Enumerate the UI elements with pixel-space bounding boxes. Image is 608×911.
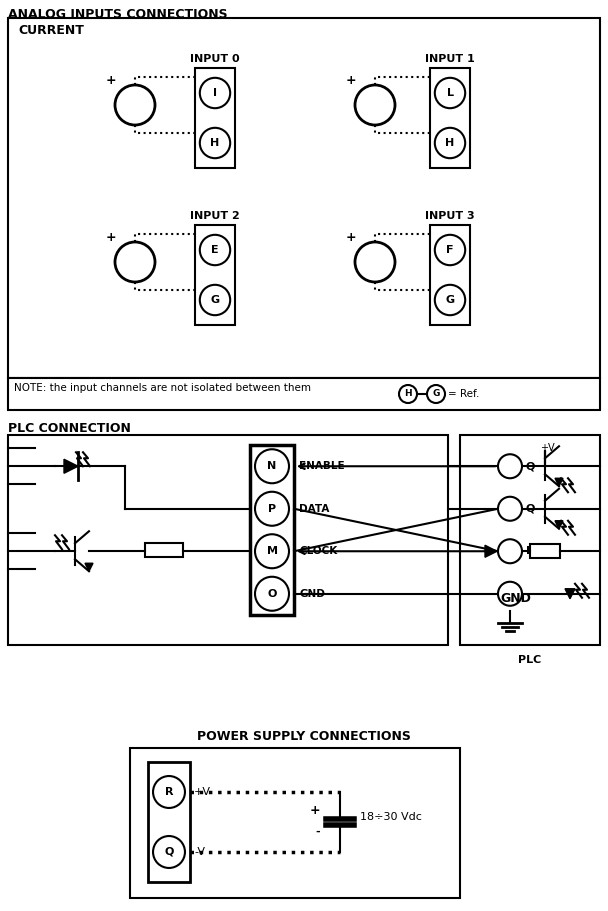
Circle shape — [200, 128, 230, 159]
Bar — [8, 18, 600, 378]
Text: INPUT 1: INPUT 1 — [425, 54, 475, 64]
Polygon shape — [85, 563, 93, 571]
Text: GND: GND — [500, 592, 531, 605]
Bar — [430, 225, 470, 325]
Text: CLOCK: CLOCK — [299, 547, 337, 557]
Text: H: H — [404, 390, 412, 398]
Text: POWER SUPPLY CONNECTIONS: POWER SUPPLY CONNECTIONS — [197, 730, 411, 743]
Circle shape — [435, 77, 465, 108]
Text: NOTE: the input channels are not isolated between them: NOTE: the input channels are not isolate… — [14, 383, 311, 393]
Text: Q: Q — [526, 504, 536, 514]
Circle shape — [153, 776, 185, 808]
Text: -: - — [316, 827, 320, 837]
Text: ENABLE: ENABLE — [299, 461, 345, 471]
Text: G: G — [210, 295, 219, 305]
Text: CURRENT: CURRENT — [18, 24, 84, 37]
Text: F: F — [446, 245, 454, 255]
Text: -V: -V — [194, 847, 205, 857]
Circle shape — [200, 235, 230, 265]
Text: +V: +V — [540, 443, 554, 453]
Bar — [250, 445, 294, 615]
Text: O: O — [268, 589, 277, 599]
Text: H: H — [446, 138, 455, 148]
Polygon shape — [555, 478, 563, 486]
Text: P: P — [268, 504, 276, 514]
Text: INPUT 2: INPUT 2 — [190, 211, 240, 221]
Text: G: G — [432, 390, 440, 398]
Circle shape — [427, 385, 445, 403]
Text: I: I — [526, 547, 530, 557]
Text: DATA: DATA — [299, 504, 330, 514]
Bar — [460, 435, 600, 645]
Text: G: G — [446, 295, 455, 305]
Bar — [430, 68, 470, 168]
Text: INPUT 3: INPUT 3 — [425, 211, 475, 221]
Text: N: N — [268, 461, 277, 471]
Circle shape — [255, 577, 289, 610]
Circle shape — [153, 836, 185, 868]
Bar — [145, 543, 183, 558]
Bar — [130, 748, 460, 898]
Circle shape — [200, 285, 230, 315]
Text: L: L — [446, 88, 454, 98]
Bar — [8, 435, 448, 645]
Text: PLC: PLC — [519, 655, 542, 665]
Polygon shape — [485, 546, 497, 558]
Text: I: I — [213, 88, 217, 98]
Circle shape — [435, 235, 465, 265]
Text: H: H — [210, 138, 219, 148]
Circle shape — [355, 242, 395, 282]
Polygon shape — [555, 521, 563, 528]
Text: Q: Q — [526, 461, 536, 471]
Bar — [148, 762, 190, 882]
Circle shape — [115, 85, 155, 125]
Text: +: + — [346, 231, 356, 244]
Circle shape — [399, 385, 417, 403]
Polygon shape — [565, 589, 575, 599]
Circle shape — [498, 455, 522, 478]
Circle shape — [255, 534, 289, 568]
Text: +: + — [106, 231, 116, 244]
Circle shape — [435, 128, 465, 159]
Circle shape — [498, 539, 522, 563]
Text: = Ref.: = Ref. — [448, 389, 479, 399]
Circle shape — [498, 582, 522, 606]
Text: +: + — [309, 804, 320, 817]
Text: PLC CONNECTION: PLC CONNECTION — [8, 422, 131, 435]
Text: INPUT 0: INPUT 0 — [190, 54, 240, 64]
Circle shape — [115, 242, 155, 282]
Circle shape — [255, 449, 289, 483]
Text: ANALOG INPUTS CONNECTIONS: ANALOG INPUTS CONNECTIONS — [8, 8, 227, 21]
Polygon shape — [64, 459, 78, 473]
Circle shape — [355, 85, 395, 125]
Bar — [195, 68, 235, 168]
Text: GND: GND — [299, 589, 325, 599]
Circle shape — [255, 492, 289, 526]
Circle shape — [435, 285, 465, 315]
Text: +V: +V — [194, 787, 211, 797]
Text: 18÷30 Vdc: 18÷30 Vdc — [360, 812, 422, 822]
Text: M: M — [266, 547, 277, 557]
Bar — [195, 225, 235, 325]
Text: E: E — [211, 245, 219, 255]
Text: +: + — [106, 74, 116, 87]
Bar — [8, 378, 600, 410]
Circle shape — [498, 496, 522, 521]
Bar — [530, 544, 560, 558]
Text: Q: Q — [164, 847, 174, 857]
Text: +: + — [346, 74, 356, 87]
Circle shape — [200, 77, 230, 108]
Text: R: R — [165, 787, 173, 797]
